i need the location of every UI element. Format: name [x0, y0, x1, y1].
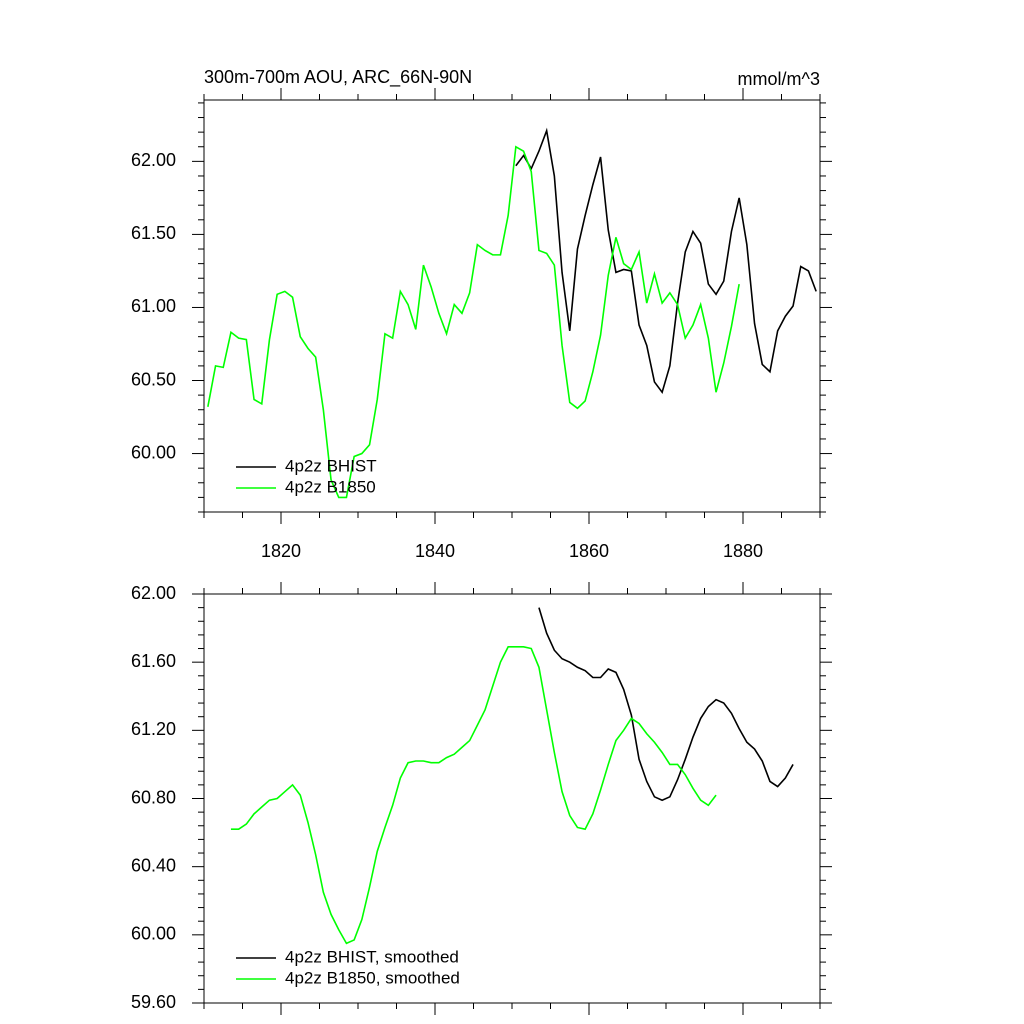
y-tick-label: 61.60 — [131, 651, 176, 671]
data-line — [230, 646, 717, 945]
y-tick-label: 60.80 — [131, 787, 176, 807]
legend-label: 4p2z BHIST, smoothed — [285, 947, 459, 966]
y-tick-label: 62.00 — [131, 150, 176, 170]
y-tick-label: 60.00 — [131, 442, 176, 462]
x-tick-label: 1820 — [261, 541, 301, 561]
plot-frame — [203, 99, 821, 513]
data-line — [207, 145, 740, 499]
x-tick-label: 1860 — [569, 541, 609, 561]
y-tick-label: 61.00 — [131, 296, 176, 316]
legend-label: 4p2z BHIST — [285, 456, 377, 475]
units-label: mmol/m^3 — [738, 69, 820, 89]
y-tick-label: 61.20 — [131, 719, 176, 739]
y-tick-label: 61.50 — [131, 223, 176, 243]
y-tick-label: 60.50 — [131, 369, 176, 389]
x-tick-label: 1840 — [415, 541, 455, 561]
legend-label: 4p2z B1850, smoothed — [285, 968, 460, 987]
chart-title: 300m-700m AOU, ARC_66N-90N — [204, 67, 472, 88]
y-tick-label: 59.60 — [131, 992, 176, 1012]
y-tick-label: 62.00 — [131, 583, 176, 603]
data-line — [538, 607, 794, 802]
data-line — [515, 127, 817, 394]
plot-frame — [203, 593, 821, 1004]
y-tick-label: 60.40 — [131, 855, 176, 875]
y-tick-label: 60.00 — [131, 924, 176, 944]
legend-label: 4p2z B1850 — [285, 477, 376, 496]
x-tick-label: 1880 — [723, 541, 763, 561]
